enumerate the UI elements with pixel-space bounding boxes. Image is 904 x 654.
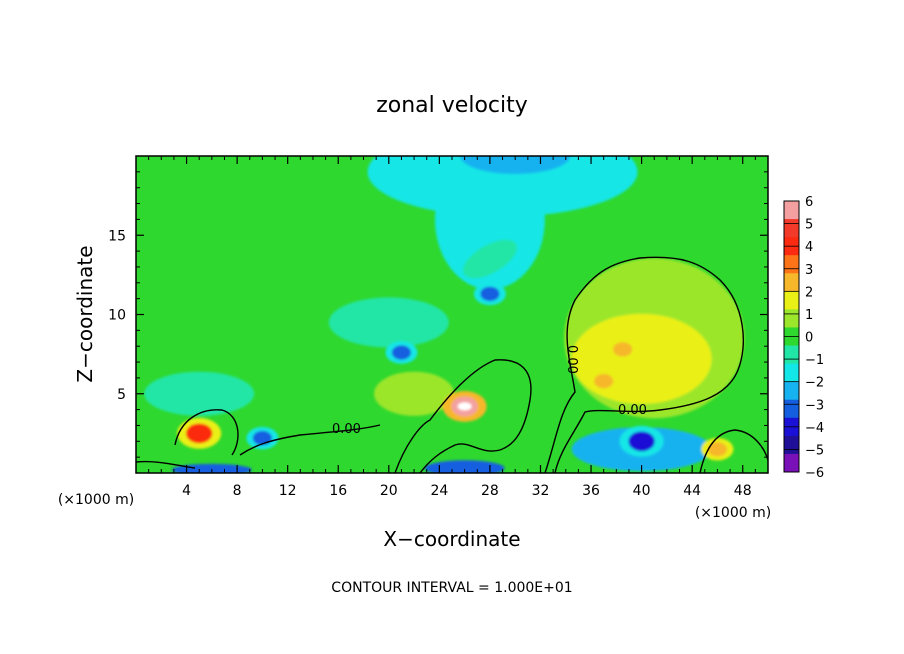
- x-tick-label: 24: [430, 483, 448, 499]
- contour-zero: [136, 256, 768, 473]
- x-unit-right: (×1000 m): [695, 505, 771, 521]
- x-tick-label: 32: [532, 483, 550, 499]
- field-shading: [144, 156, 745, 473]
- colorbar-swatch: [784, 399, 799, 419]
- x-tick-label: 8: [233, 483, 242, 499]
- x-axis-label: X−coordinate: [383, 527, 520, 551]
- colorbar-swatch: [784, 345, 799, 365]
- colorbar-label: 1: [805, 308, 813, 323]
- shade-upper-cyan-2: [434, 156, 545, 290]
- x-tick-label: 28: [481, 483, 499, 499]
- feature-core: [628, 431, 655, 452]
- colorbar-label: −1: [805, 353, 824, 368]
- shade-upper-blue: [460, 156, 571, 174]
- colorbar-swatch: [784, 255, 799, 274]
- contour-label: 0.00: [332, 422, 361, 437]
- plot-area: [136, 156, 768, 473]
- x-tick-label: 20: [380, 483, 398, 499]
- colorbar-label: −6: [805, 466, 824, 481]
- contour-center-left: [239, 424, 381, 456]
- colorbar-swatch: [784, 219, 799, 238]
- feature-core: [480, 286, 500, 302]
- feature-peak: [457, 402, 472, 411]
- x-tick-label: 12: [279, 483, 297, 499]
- x-tick-label: 4: [182, 483, 191, 499]
- colorbar-swatch: [784, 273, 799, 292]
- shade-right-yellow: [571, 313, 712, 404]
- contour-label: 0.00: [618, 403, 647, 418]
- colorbar-label: −3: [805, 398, 824, 413]
- colorbar-swatch: [784, 201, 799, 220]
- colorbar-swatch: [784, 453, 799, 473]
- feature-core: [707, 442, 728, 457]
- feature-core: [391, 345, 412, 360]
- y-tick-label: 15: [108, 228, 126, 244]
- shade-upper-cyan-3: [463, 239, 517, 279]
- contour-left: [174, 409, 239, 456]
- feature-core: [594, 373, 614, 389]
- colorbar-label: 0: [805, 331, 813, 346]
- x-tick-label: 36: [582, 483, 600, 499]
- colorbar-label: 2: [805, 285, 813, 300]
- y-tick-label: 10: [108, 308, 126, 324]
- shade-ground-blue-3: [171, 463, 252, 473]
- colorbar-label: −2: [805, 376, 824, 391]
- colorbar-label: 4: [805, 240, 813, 255]
- colorbar-swatch: [784, 309, 799, 328]
- shade-ground-blue-2: [424, 460, 505, 473]
- shade-mid-teal: [328, 297, 449, 348]
- colorbar-label: 5: [805, 218, 813, 233]
- colorbar-label: 3: [805, 263, 813, 278]
- contour-far-right: [699, 429, 768, 473]
- colorbar-swatch: [784, 291, 799, 310]
- colorbar-label: 6: [805, 195, 813, 210]
- x-tick-label: 40: [633, 483, 651, 499]
- contour-label: 0.00: [564, 345, 579, 374]
- contour-labels: 0.00 0.00 0.00: [332, 345, 647, 437]
- shade-center-positive: [374, 371, 455, 416]
- x-tick-label: 44: [683, 483, 701, 499]
- colorbar-label: −5: [805, 443, 824, 458]
- contour-center: [394, 359, 532, 473]
- chart-title: zonal velocity: [376, 93, 528, 118]
- x-unit-left: (×1000 m): [58, 492, 134, 508]
- colorbar-swatch: [784, 435, 799, 455]
- colorbar-label: −4: [805, 421, 824, 436]
- feature-core: [186, 423, 213, 444]
- feature-core: [613, 342, 633, 357]
- contour-interval-footer: CONTOUR INTERVAL = 1.000E+01: [331, 580, 572, 596]
- colorbar-swatch: [784, 381, 799, 401]
- colorbar-swatch: [784, 363, 799, 383]
- colorbar: 6 5 4 3 2 1 0 −1 −2 −3 −4 −5 −6: [783, 195, 824, 481]
- x-tick-label: 16: [329, 483, 347, 499]
- shade-low-teal: [144, 371, 255, 416]
- x-tick-label: 48: [734, 483, 752, 499]
- contour-ground-left: [136, 460, 196, 469]
- y-axis-label: Z−coordinate: [73, 245, 97, 382]
- contour-right: [544, 256, 745, 473]
- y-tick-label: 5: [117, 387, 126, 403]
